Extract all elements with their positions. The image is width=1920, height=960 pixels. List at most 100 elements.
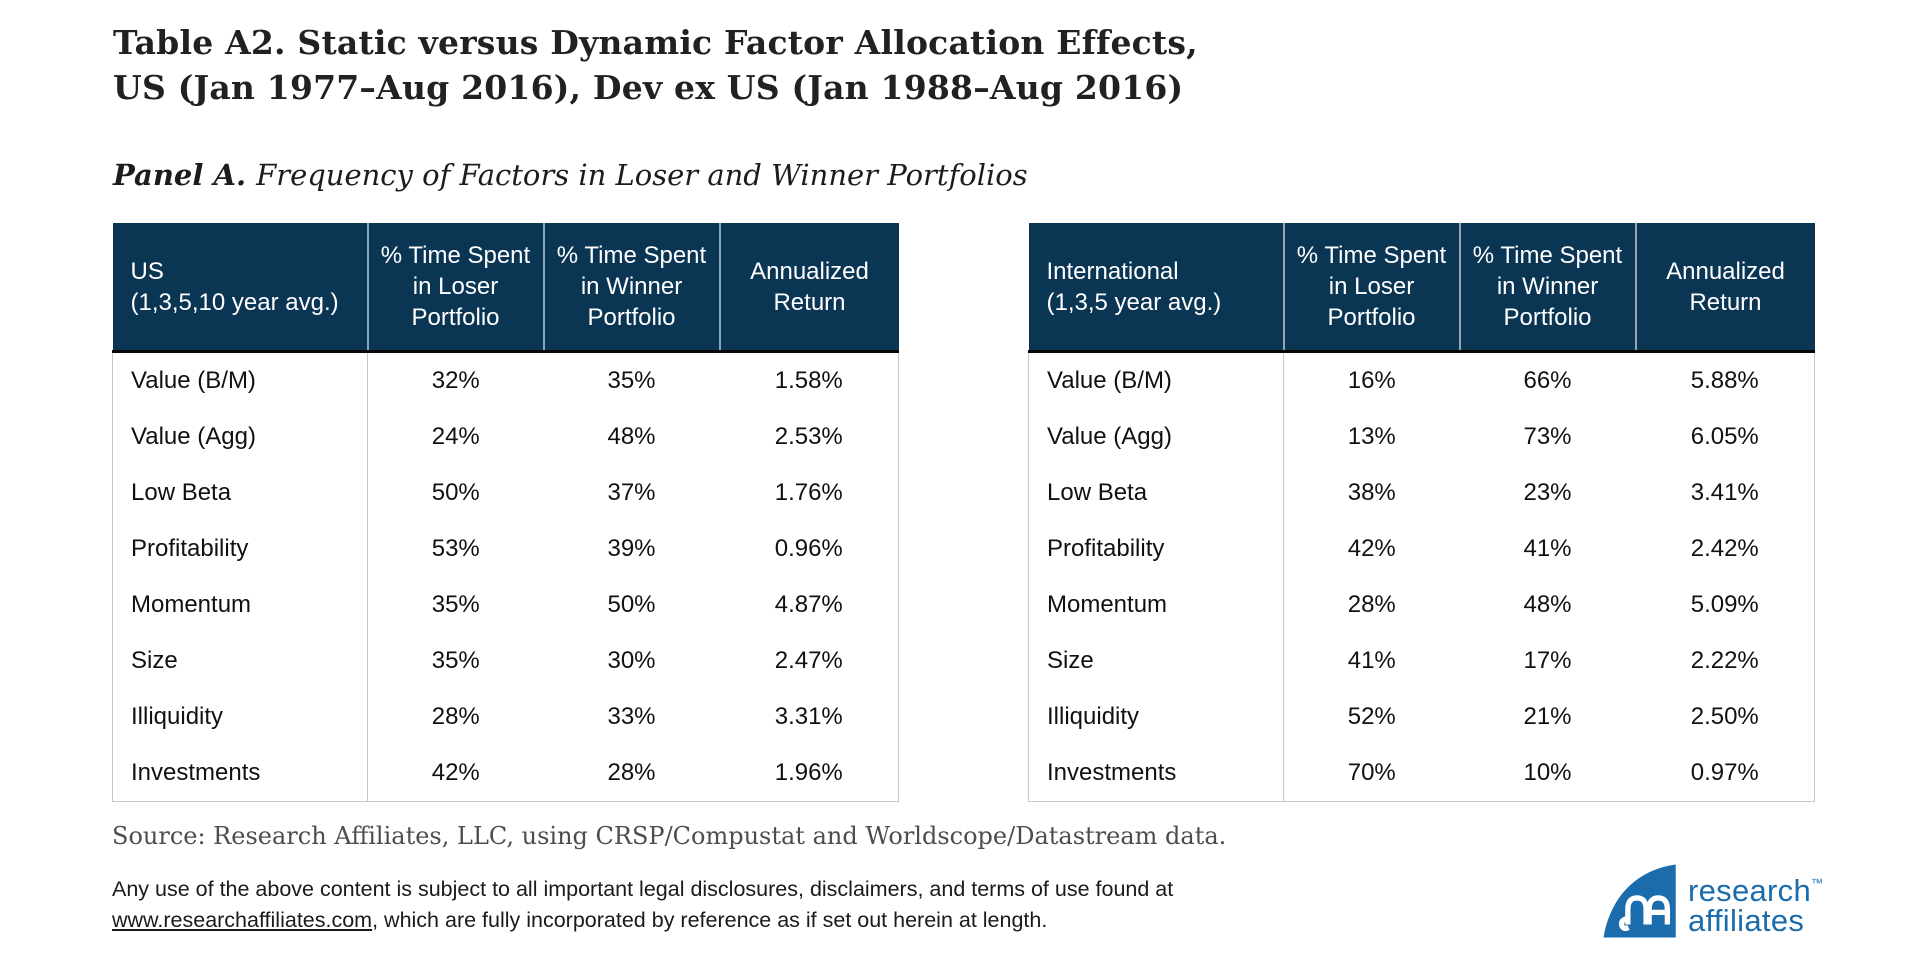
loser-value: 35% xyxy=(431,591,480,618)
factor-label: Value (Agg) xyxy=(112,409,368,465)
panel-label: Panel A. xyxy=(113,158,247,192)
us-header-line1: US xyxy=(130,257,164,285)
us-table-body: Value (B/M) 32% 35% 1.58% Value (Agg) 24… xyxy=(112,351,899,802)
table-row: Momentum 35% 50% 4.87% xyxy=(112,577,899,633)
return-value: 1.96% xyxy=(719,745,899,802)
logo-word-research: research™ xyxy=(1688,873,1824,908)
table-row: Profitability 42% 41% 2.42% xyxy=(1028,521,1815,577)
loser-value: 70% xyxy=(1283,745,1460,802)
trademark-symbol: ™ xyxy=(1811,876,1824,890)
us-table: US (1,3,5,10 year avg.) % Time Spent in … xyxy=(112,223,899,802)
winner-value: 73% xyxy=(1523,423,1572,450)
loser-value: 28% xyxy=(1347,591,1396,618)
return-value: 1.58% xyxy=(719,351,899,409)
factor-label: Size xyxy=(112,633,368,689)
table-row: Value (B/M) 16% 66% 5.88% xyxy=(1028,351,1815,409)
winner-value: 48% xyxy=(607,423,656,450)
table-row: Value (Agg) 24% 48% 2.53% xyxy=(112,409,899,465)
panel-subtitle: Frequency of Factors in Loser and Winner… xyxy=(256,158,1028,192)
international-header-line2: (1,3,5 year avg.) xyxy=(1046,288,1222,316)
return-value: 2.53% xyxy=(719,409,899,465)
table-row: Momentum 28% 48% 5.09% xyxy=(1028,577,1815,633)
loser-value: 42% xyxy=(367,745,544,802)
loser-value: 32% xyxy=(431,367,480,394)
factor-label: Illiquidity xyxy=(1028,689,1284,745)
factor-label: Profitability xyxy=(1028,521,1284,577)
table-row: Illiquidity 52% 21% 2.50% xyxy=(1028,689,1815,745)
return-value: 2.50% xyxy=(1635,689,1815,745)
factor-label: Illiquidity xyxy=(112,689,368,745)
international-table: International (1,3,5 year avg.) % Time S… xyxy=(1028,223,1815,802)
international-header-line1: International xyxy=(1046,257,1179,285)
loser-value: 16% xyxy=(1347,367,1396,394)
return-value: 2.22% xyxy=(1635,633,1815,689)
return-value: 4.87% xyxy=(719,577,899,633)
winner-value: 41% xyxy=(1523,535,1572,562)
factor-label: Low Beta xyxy=(1028,465,1284,521)
winner-value: 66% xyxy=(1523,367,1572,394)
winner-value: 21% xyxy=(1523,703,1572,730)
tables-container: US (1,3,5,10 year avg.) % Time Spent in … xyxy=(112,223,1815,802)
annualized-return-column-header: Annualized Return xyxy=(1635,223,1815,352)
us-header-line2: (1,3,5,10 year avg.) xyxy=(130,288,339,316)
loser-value: 41% xyxy=(1347,647,1396,674)
winner-value: 10% xyxy=(1459,745,1636,802)
winner-value: 35% xyxy=(607,367,656,394)
table-title-line2: US (Jan 1977–Aug 2016), Dev ex US (Jan 1… xyxy=(113,68,1184,107)
factor-label: Profitability xyxy=(112,521,368,577)
factor-label: Investments xyxy=(1028,745,1284,802)
international-header-cell: International (1,3,5 year avg.) xyxy=(1028,223,1285,352)
annualized-return-column-header: Annualized Return xyxy=(719,223,899,352)
loser-column-header: % Time Spent in Loser Portfolio xyxy=(367,223,545,352)
factor-label: Value (B/M) xyxy=(112,351,368,409)
research-affiliates-link[interactable]: www.researchaffiliates.com xyxy=(112,908,373,932)
table-row: Low Beta 38% 23% 3.41% xyxy=(1028,465,1815,521)
loser-value: 53% xyxy=(431,535,480,562)
factor-label: Momentum xyxy=(112,577,368,633)
research-affiliates-logo: research™ affiliates xyxy=(1602,862,1823,940)
winner-column-header: % Time Spent in Winner Portfolio xyxy=(1459,223,1637,352)
winner-column-header: % Time Spent in Winner Portfolio xyxy=(543,223,721,352)
loser-value: 38% xyxy=(1347,479,1396,506)
table-row: Investments 70% 10% 0.97% xyxy=(1028,745,1815,802)
table-row: Low Beta 50% 37% 1.76% xyxy=(112,465,899,521)
ra-monogram-icon xyxy=(1603,864,1676,938)
table-row: Illiquidity 28% 33% 3.31% xyxy=(112,689,899,745)
return-value: 5.88% xyxy=(1635,351,1815,409)
table-row: Profitability 53% 39% 0.96% xyxy=(112,521,899,577)
return-value: 3.31% xyxy=(719,689,899,745)
loser-value: 13% xyxy=(1347,423,1396,450)
table-row: Size 35% 30% 2.47% xyxy=(112,633,899,689)
table-title: Table A2. Static versus Dynamic Factor A… xyxy=(113,20,1198,110)
legal-disclaimer: Any use of the above content is subject … xyxy=(112,874,1173,936)
return-value: 5.09% xyxy=(1635,577,1815,633)
winner-value: 37% xyxy=(607,479,656,506)
international-table-header: International (1,3,5 year avg.) % Time S… xyxy=(1028,223,1815,352)
factor-label: Low Beta xyxy=(112,465,368,521)
loser-value: 28% xyxy=(431,703,480,730)
winner-value: 50% xyxy=(607,591,656,618)
factor-label: Size xyxy=(1028,633,1284,689)
table-title-line1: Table A2. Static versus Dynamic Factor A… xyxy=(113,23,1198,62)
logo-word-affiliates: affiliates xyxy=(1688,903,1805,938)
return-value: 0.96% xyxy=(719,521,899,577)
factor-label: Momentum xyxy=(1028,577,1284,633)
winner-value: 17% xyxy=(1523,647,1572,674)
source-note: Source: Research Affiliates, LLC, using … xyxy=(112,822,1227,850)
winner-value: 33% xyxy=(607,703,656,730)
loser-value: 42% xyxy=(1347,535,1396,562)
return-value: 1.76% xyxy=(719,465,899,521)
loser-value: 24% xyxy=(431,423,480,450)
table-row: Value (B/M) 32% 35% 1.58% xyxy=(112,351,899,409)
logo-wordmark: research™ affiliates xyxy=(1688,868,1823,936)
loser-value: 35% xyxy=(431,647,480,674)
return-value: 3.41% xyxy=(1635,465,1815,521)
panel-heading: Panel A. Frequency of Factors in Loser an… xyxy=(113,158,1028,192)
table-row: Investments 42% 28% 1.96% xyxy=(112,745,899,802)
winner-value: 28% xyxy=(543,745,720,802)
us-header-cell: US (1,3,5,10 year avg.) xyxy=(112,223,369,352)
factor-label: Investments xyxy=(112,745,368,802)
return-value: 2.42% xyxy=(1635,521,1815,577)
table-row: Value (Agg) 13% 73% 6.05% xyxy=(1028,409,1815,465)
